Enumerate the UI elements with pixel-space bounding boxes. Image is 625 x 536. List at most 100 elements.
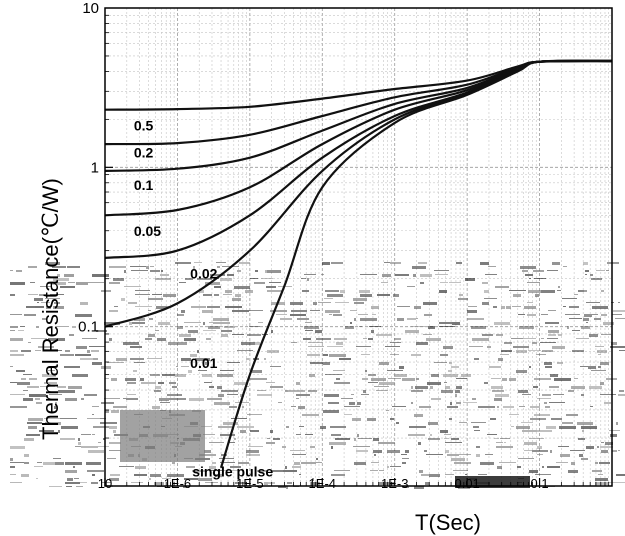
noise-rect (618, 302, 620, 303)
noise-rect (247, 334, 261, 336)
noise-rect (451, 438, 459, 440)
noise-rect (482, 334, 493, 336)
noise-rect (123, 398, 126, 399)
noise-rect (74, 478, 79, 479)
noise-rect (415, 386, 428, 389)
noise-rect (567, 326, 569, 329)
noise-rect (105, 410, 109, 413)
noise-rect (181, 358, 191, 361)
noise-rect (109, 310, 118, 312)
noise-rect (104, 322, 120, 325)
noise-rect (28, 266, 37, 268)
noise-rect (350, 310, 357, 311)
noise-rect (590, 274, 593, 276)
noise-rect (491, 386, 503, 389)
noise-rect (549, 386, 559, 388)
noise-rect (619, 390, 624, 392)
noise-rect (61, 426, 78, 429)
noise-rect (439, 322, 452, 324)
noise-rect (290, 314, 306, 316)
noise-rect (376, 334, 392, 336)
noise-rect (557, 290, 561, 291)
noise-rect (544, 402, 547, 404)
noise-rect (39, 430, 54, 432)
noise-rect (10, 326, 18, 328)
noise-rect (169, 398, 186, 400)
noise-rect (340, 290, 345, 293)
noise-rect (428, 422, 438, 425)
noise-rect (495, 286, 509, 288)
noise-rect (529, 278, 531, 279)
noise-rect (203, 434, 215, 435)
noise-rect (124, 270, 126, 273)
noise-rect (585, 274, 587, 275)
noise-rect (619, 350, 625, 351)
noise-rect (80, 482, 87, 483)
noise-rect (358, 438, 372, 439)
noise-rect (184, 478, 198, 480)
noise-rect (552, 346, 565, 349)
noise-rect (577, 422, 593, 425)
noise-rect (154, 390, 161, 392)
noise-rect (502, 378, 507, 381)
noise-rect (177, 326, 183, 329)
noise-rect (234, 438, 236, 440)
noise-rect (591, 278, 602, 280)
noise-rect (613, 310, 625, 312)
noise-rect (283, 470, 297, 472)
noise-rect (500, 438, 510, 439)
noise-rect (503, 406, 514, 408)
noise-rect (29, 378, 37, 380)
grid-lines (104, 8, 612, 487)
noise-rect (310, 362, 323, 364)
noise-rect (302, 414, 319, 416)
noise-rect (130, 358, 144, 360)
noise-rect (227, 362, 240, 363)
noise-rect (349, 402, 355, 405)
noise-rect (448, 370, 452, 372)
noise-rect (407, 286, 415, 287)
noise-rect (533, 386, 538, 388)
noise-rect (134, 362, 145, 363)
noise-rect (237, 426, 254, 428)
noise-rect (399, 366, 404, 369)
series-label: 0.5 (134, 118, 154, 134)
noise-rect (480, 462, 494, 465)
noise-rect (111, 410, 119, 413)
noise-rect (68, 282, 75, 283)
noise-rect (191, 306, 206, 308)
noise-rect (35, 398, 40, 400)
noise-rect (110, 474, 120, 476)
noise-rect (39, 294, 46, 296)
noise-rect (197, 278, 212, 280)
noise-rect (204, 450, 211, 453)
noise-rect (29, 394, 46, 397)
noise-rect (88, 282, 104, 283)
noise-rect (53, 458, 61, 459)
noise-rect (46, 306, 51, 309)
noise-rect (535, 474, 551, 475)
noise-rect (82, 338, 97, 339)
noise-rect (574, 294, 578, 295)
noise-rect (595, 478, 608, 481)
noise-rect (612, 450, 617, 452)
noise-rect (45, 422, 61, 425)
noise-rect (48, 370, 55, 371)
noise-rect (167, 394, 182, 396)
noise-rect (565, 314, 580, 315)
noise-rect (414, 414, 423, 417)
noise-rect (382, 274, 391, 277)
noise-rect (88, 450, 104, 453)
noise-rect (421, 474, 429, 476)
noise-rect (392, 406, 406, 407)
noise-rect (544, 362, 552, 365)
noise-rect (341, 398, 353, 399)
noise-rect (447, 406, 458, 408)
noise-rect (250, 278, 258, 279)
noise-rect (207, 306, 220, 308)
noise-rect (64, 366, 80, 368)
noise-rect (581, 458, 588, 460)
noise-rect (518, 314, 525, 315)
noise-rect (373, 438, 379, 441)
noise-rect (329, 442, 346, 445)
